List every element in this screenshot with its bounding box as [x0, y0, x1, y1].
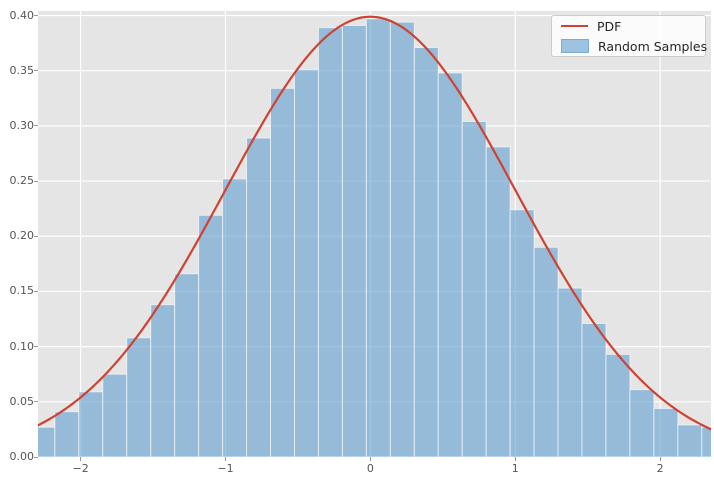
histogram-bar [102, 373, 128, 457]
histogram-bar [126, 337, 152, 457]
y-tick-label: 0.25 [9, 174, 35, 188]
x-tick-mark [80, 457, 82, 461]
x-tick-label: −2 [72, 462, 89, 475]
histogram-bar [461, 120, 487, 457]
histogram-bar [677, 424, 703, 457]
y-tick-mark [34, 70, 38, 72]
histogram-bar [557, 287, 583, 457]
x-tick-mark [224, 457, 226, 461]
histogram-bar [581, 322, 607, 457]
histogram-bar [485, 146, 511, 457]
y-tick-mark [34, 15, 38, 17]
histogram-bar [653, 407, 679, 457]
x-tick-mark [514, 457, 516, 461]
histogram-bar [533, 246, 559, 457]
y-tick-mark [34, 290, 38, 292]
y-tick-label: 0.15 [9, 284, 35, 298]
x-tick-label: 1 [511, 462, 519, 475]
histogram-bar [413, 47, 439, 457]
histogram-bar [150, 304, 176, 457]
histogram-bar [605, 353, 631, 457]
x-tick-mark [369, 457, 371, 461]
histogram-bar [38, 426, 56, 457]
histogram-bar [54, 411, 80, 457]
y-tick-mark [34, 235, 38, 237]
histogram-bar [222, 178, 248, 457]
histogram-bar [78, 391, 104, 457]
x-tick-mark [659, 457, 661, 461]
y-tick-label: 0.35 [9, 63, 35, 77]
histogram-bar [246, 137, 272, 457]
y-tick-label: 0.10 [9, 339, 35, 353]
histogram-bar [389, 21, 415, 457]
legend: PDF Random Samples [551, 15, 707, 57]
y-tick-label: 0.00 [9, 450, 35, 463]
y-tick-label: 0.05 [9, 394, 35, 408]
histogram-series [38, 18, 711, 457]
y-tick-label: 0.20 [9, 229, 35, 243]
y-tick-label: 0.40 [9, 8, 35, 22]
y-tick-mark [34, 125, 38, 127]
legend-label-random-samples: Random Samples [598, 38, 708, 54]
histogram-bar [341, 24, 367, 457]
histogram-bar [509, 209, 535, 457]
histogram-bar [629, 389, 655, 457]
x-tick-label: 0 [366, 462, 374, 475]
legend-label-pdf: PDF [597, 18, 622, 34]
histogram-bar [317, 27, 343, 457]
chart-canvas [38, 11, 711, 457]
legend-item-pdf: PDF [561, 19, 696, 34]
y-tick-mark [34, 180, 38, 182]
legend-item-random-samples: Random Samples [561, 39, 707, 54]
histogram-bar [293, 69, 319, 457]
histogram-bar [270, 87, 295, 457]
plot-area: PDF Random Samples [38, 11, 711, 457]
samples-patch-swatch-icon [561, 39, 589, 53]
histogram-bar [365, 18, 391, 457]
y-tick-label: 0.30 [9, 118, 35, 132]
y-tick-mark [34, 401, 38, 403]
pdf-curve [38, 15, 711, 431]
y-tick-mark [34, 346, 38, 348]
y-tick-mark [34, 456, 38, 458]
pdf-line-swatch-icon [561, 25, 588, 27]
x-tick-label: −1 [217, 462, 234, 475]
x-tick-label: 2 [656, 462, 664, 475]
histogram-bar [198, 214, 224, 457]
histogram-bar [701, 426, 711, 457]
histogram-bar [174, 273, 200, 457]
histogram-bar [437, 72, 463, 457]
